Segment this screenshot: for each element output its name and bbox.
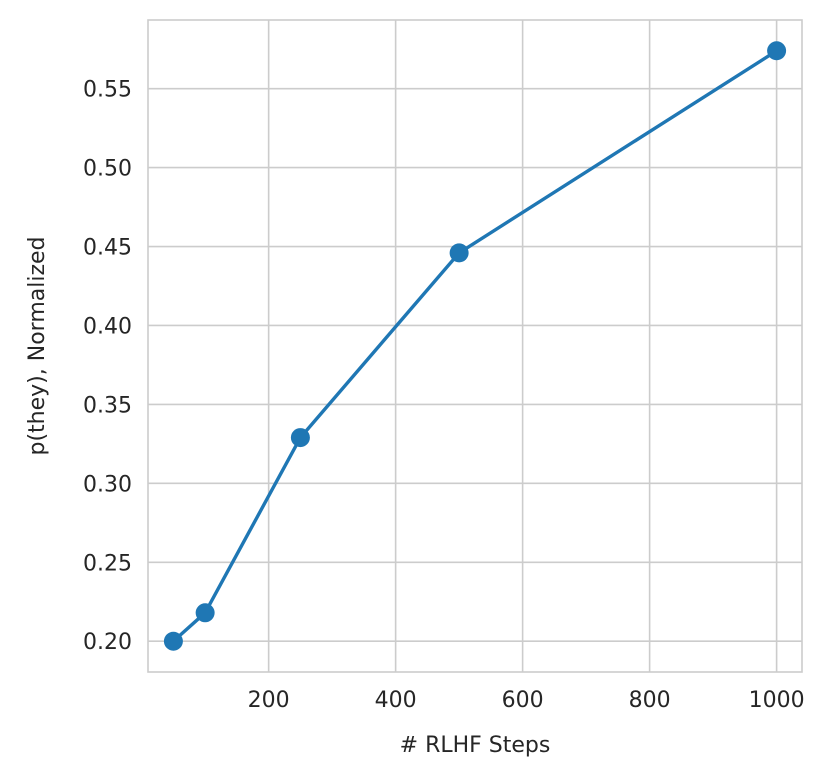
plot-frame (147, 19, 803, 673)
data-point (195, 603, 215, 623)
y-tick-label: 0.20 (83, 630, 132, 655)
x-tick-label: 1000 (749, 688, 805, 713)
x-tick-labels: 200 400 600 800 1000 (248, 688, 805, 713)
y-tick-label: 0.30 (83, 472, 132, 497)
y-tick-label: 0.40 (83, 314, 132, 339)
x-tick-label: 400 (375, 688, 417, 713)
y-tick-label: 0.25 (83, 551, 132, 576)
data-point (163, 631, 183, 651)
y-tick-label: 0.50 (83, 157, 132, 182)
data-point (449, 243, 469, 263)
x-gridlines (267, 20, 778, 672)
series-layer (163, 41, 787, 651)
series-line (171, 49, 779, 643)
x-tick-label: 200 (248, 688, 290, 713)
x-tick-label: 800 (629, 688, 671, 713)
x-tick-label: 600 (502, 688, 544, 713)
y-tick-label: 0.55 (83, 78, 132, 103)
y-axis-label: p(they), Normalized (25, 236, 50, 455)
data-point (767, 41, 787, 61)
y-tick-label: 0.45 (83, 236, 132, 261)
x-axis-label: # RLHF Steps (400, 733, 551, 758)
data-point (290, 428, 310, 448)
y-gridlines (148, 87, 802, 643)
y-tick-label: 0.35 (83, 393, 132, 418)
y-tick-labels: 0.20 0.25 0.30 0.35 0.40 0.45 0.50 0.55 (83, 78, 132, 656)
